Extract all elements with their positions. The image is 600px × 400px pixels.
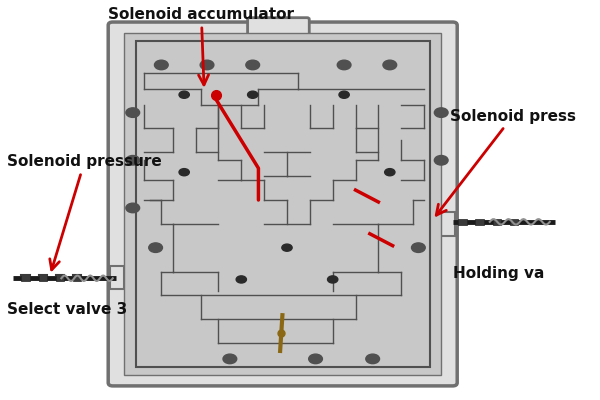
Bar bbox=[38, 276, 47, 281]
Circle shape bbox=[248, 91, 258, 98]
Bar bbox=[136, 41, 430, 367]
Bar bbox=[510, 219, 518, 225]
Bar bbox=[493, 219, 501, 225]
Circle shape bbox=[223, 354, 237, 364]
Text: Select valve 3: Select valve 3 bbox=[7, 302, 127, 317]
Circle shape bbox=[179, 91, 190, 98]
Circle shape bbox=[434, 108, 448, 117]
FancyBboxPatch shape bbox=[248, 18, 309, 43]
Circle shape bbox=[412, 243, 425, 252]
FancyBboxPatch shape bbox=[108, 22, 457, 386]
Text: Holding va: Holding va bbox=[452, 266, 544, 281]
Bar bbox=[124, 33, 441, 375]
Circle shape bbox=[126, 203, 140, 213]
Circle shape bbox=[246, 60, 260, 70]
Bar bbox=[110, 266, 124, 289]
Circle shape bbox=[385, 169, 395, 176]
Bar bbox=[22, 276, 30, 281]
Circle shape bbox=[126, 156, 140, 165]
Circle shape bbox=[366, 354, 380, 364]
Bar bbox=[475, 219, 484, 225]
Circle shape bbox=[328, 276, 338, 283]
Circle shape bbox=[236, 276, 247, 283]
Text: Solenoid accumulator: Solenoid accumulator bbox=[109, 7, 295, 85]
Text: Solenoid pressure: Solenoid pressure bbox=[7, 154, 162, 270]
Circle shape bbox=[200, 60, 214, 70]
Circle shape bbox=[126, 108, 140, 117]
Circle shape bbox=[434, 156, 448, 165]
Circle shape bbox=[154, 60, 168, 70]
Circle shape bbox=[337, 60, 351, 70]
Bar bbox=[441, 212, 455, 236]
Circle shape bbox=[308, 354, 322, 364]
Bar bbox=[56, 276, 64, 281]
Bar bbox=[458, 219, 467, 225]
Circle shape bbox=[339, 91, 349, 98]
Text: Solenoid press: Solenoid press bbox=[436, 108, 576, 215]
Circle shape bbox=[383, 60, 397, 70]
Circle shape bbox=[282, 244, 292, 251]
Bar bbox=[73, 276, 82, 281]
Circle shape bbox=[149, 243, 163, 252]
Circle shape bbox=[179, 169, 190, 176]
